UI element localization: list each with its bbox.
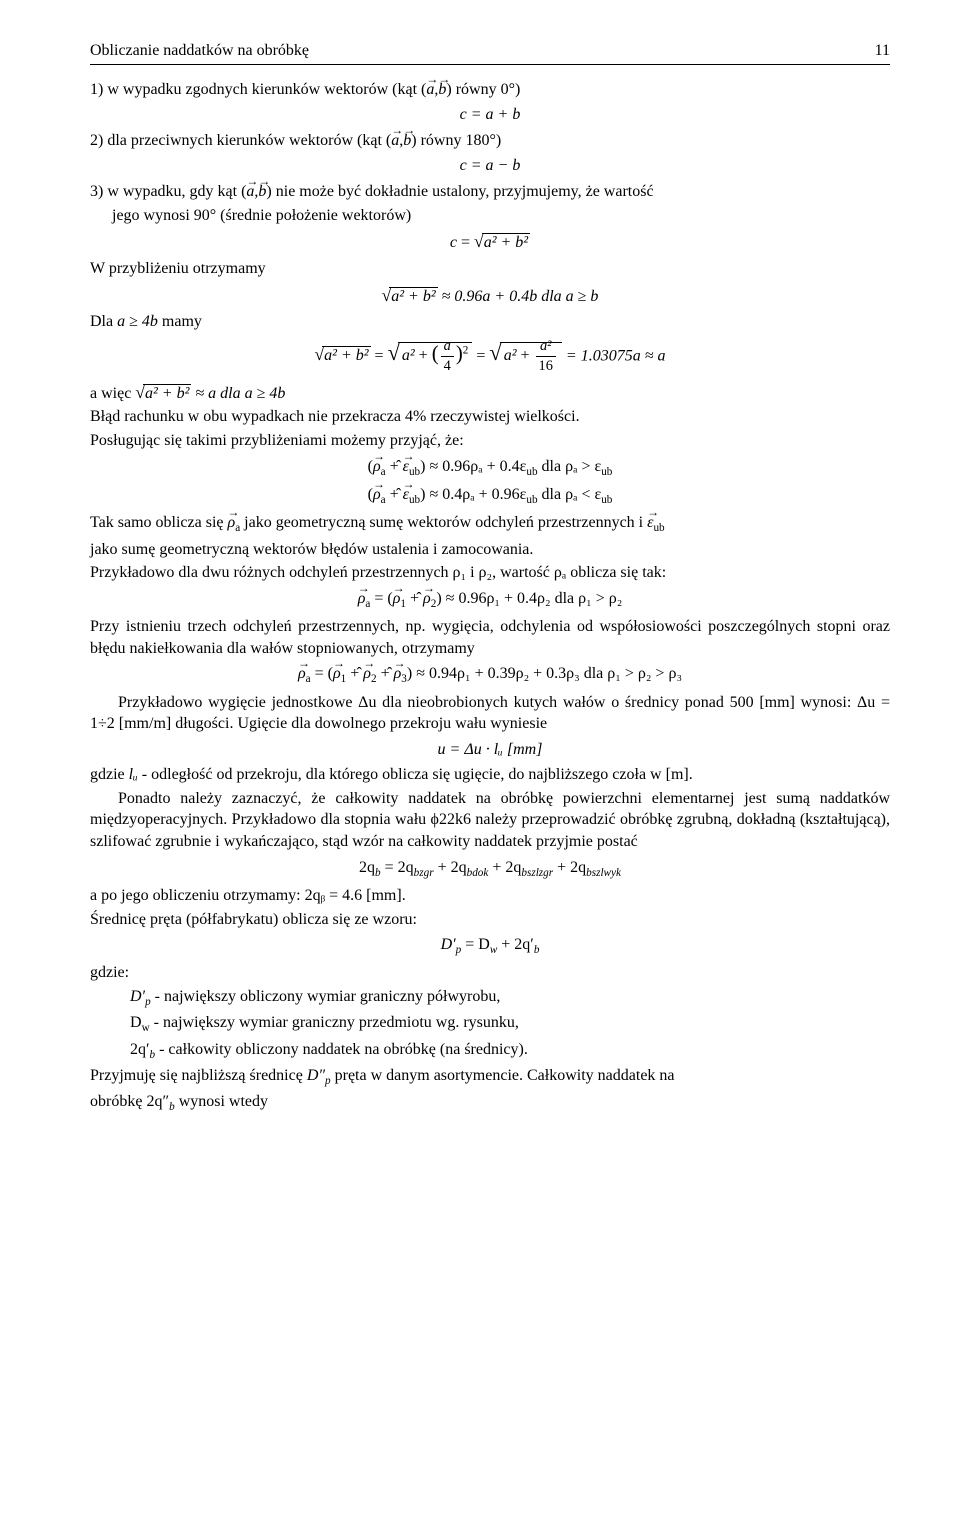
item-3: 3) w wypadku, gdy kąt (a,b) nie może być… xyxy=(90,181,890,203)
eq-2: c = a − b xyxy=(90,155,890,177)
where: gdzie: xyxy=(90,962,890,984)
page-number: 11 xyxy=(875,40,890,62)
geo-sum: Tak samo oblicza się ρa jako geometryczn… xyxy=(90,512,890,536)
eq-6b: (ρa +̂ εub) ≈ 0.4ρₐ + 0.96εub dla ρₐ < ε… xyxy=(90,484,890,508)
rod-diameter: Średnicę pręta (półfabrykatu) oblicza si… xyxy=(90,909,890,931)
header-title: Obliczanie naddatków na obróbkę xyxy=(90,40,309,62)
where-lu: gdzie lᵤ - odległość od przekroju, dla k… xyxy=(90,764,890,786)
item-2: 2) dla przeciwnych kierunków wektorów (k… xyxy=(90,130,890,152)
item-1: 1) w wypadku zgodnych kierunków wektorów… xyxy=(90,79,890,101)
nearest-diameter: Przyjmuję się najbliższą średnicę D″p pr… xyxy=(90,1065,890,1089)
eq-5: √a² + b² = √a² + (a4)2 = √a² + a²16 = 1.… xyxy=(90,337,890,377)
eq-7: ρa = (ρ1 +̂ ρ2) ≈ 0.96ρ₁ + 0.4ρ₂ dla ρ₁ … xyxy=(90,588,890,612)
example-deflection: Przykładowo wygięcie jednostkowe Δu dla … xyxy=(90,692,890,735)
three-rho: Przy istnieniu trzech odchyleń przestrze… xyxy=(90,616,890,659)
so-approx: a więc √a² + b² ≈ a dla a ≥ 4b xyxy=(90,381,890,405)
geo-sum-2: jako sumę geometryczną wektorów błędów u… xyxy=(90,539,890,561)
for-a-ge-4b: Dla a ≥ 4b mamy xyxy=(90,311,890,333)
eq-11: D′p = Dw + 2q′b xyxy=(90,934,890,958)
eq-6a: (ρa +̂ εub) ≈ 0.96ρₐ + 0.4εub dla ρₐ > ε… xyxy=(90,456,890,480)
eq-8: ρa = (ρ1 +̂ ρ2 +̂ ρ3) ≈ 0.94ρ₁ + 0.39ρ₂ … xyxy=(90,663,890,687)
total-allowance: Ponadto należy zaznaczyć, że całkowity n… xyxy=(90,788,890,853)
after-calc: a po jego obliczeniu otrzymamy: 2qᵦ = 4.… xyxy=(90,885,890,907)
def-2qb: 2q′b - całkowity obliczony naddatek na o… xyxy=(130,1039,890,1063)
error-note: Błąd rachunku w obu wypadkach nie przekr… xyxy=(90,406,890,428)
approx-intro: W przybliżeniu otrzymamy xyxy=(90,258,890,280)
eq-10: 2qb = 2qbzgr + 2qbdok + 2qbszlzgr + 2qbs… xyxy=(90,857,890,881)
eq-4: √a² + b² ≈ 0.96a + 0.4b dla a ≥ b xyxy=(90,284,890,308)
def-dp: D′p - największy obliczony wymiar granic… xyxy=(130,986,890,1010)
eq-3: c = √a² + b² xyxy=(90,230,890,254)
definitions: D′p - największy obliczony wymiar granic… xyxy=(130,986,890,1063)
page-header: Obliczanie naddatków na obróbkę 11 xyxy=(90,40,890,65)
def-dw: Dw - największy wymiar graniczny przedmi… xyxy=(130,1012,890,1036)
using-approx: Posługując się takimi przybliżeniami moż… xyxy=(90,430,890,452)
total-allowance-2: obróbkę 2q″b wynosi wtedy xyxy=(90,1091,890,1115)
eq-1: c = a + b xyxy=(90,104,890,126)
eq-9: u = Δu · lᵤ [mm] xyxy=(90,739,890,761)
item-3b: jego wynosi 90° (średnie położenie wekto… xyxy=(112,205,890,227)
example-two-rho: Przykładowo dla dwu różnych odchyleń prz… xyxy=(90,562,890,584)
